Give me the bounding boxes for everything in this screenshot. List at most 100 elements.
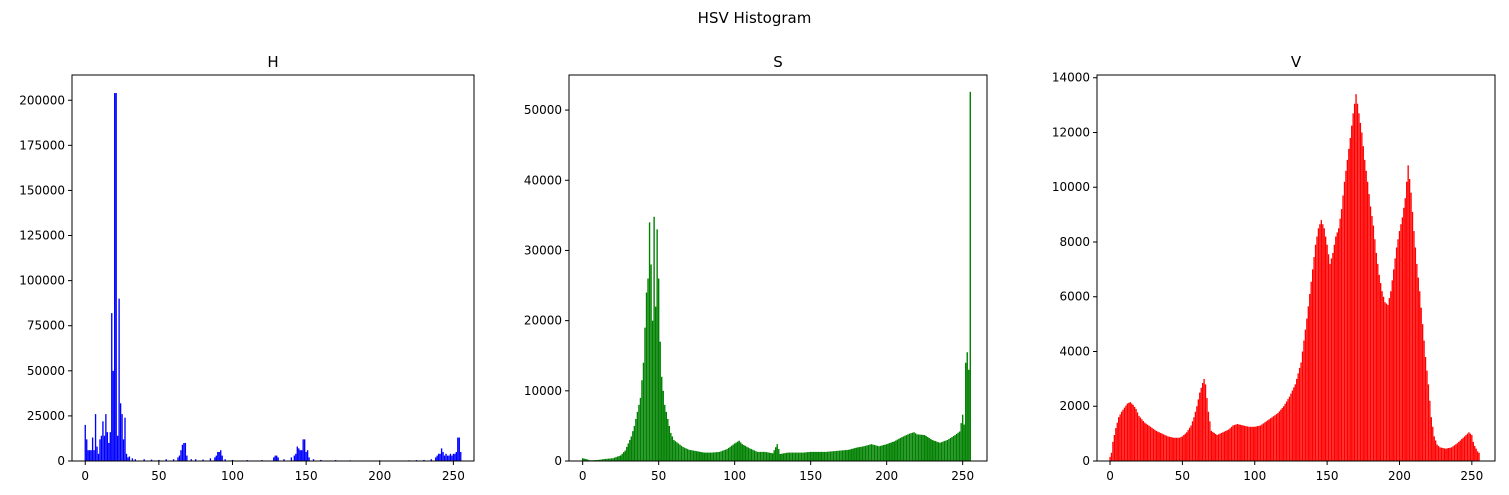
- histogram-bar: [885, 444, 888, 461]
- x-tick-label: 250: [951, 469, 974, 483]
- histogram-bar: [638, 404, 640, 461]
- histogram-bar: [702, 452, 704, 461]
- figure-suptitle: HSV Histogram: [698, 9, 812, 27]
- y-tick-label: 10000: [1052, 180, 1090, 194]
- histogram-bar: [1325, 236, 1327, 461]
- histogram-bar: [857, 447, 859, 461]
- histogram-bar: [1352, 113, 1354, 461]
- histogram-bar: [1144, 422, 1146, 461]
- histogram-bar: [1411, 211, 1414, 461]
- histogram-bar: [1322, 224, 1324, 461]
- histogram-bar: [1220, 432, 1223, 461]
- histogram-bar: [1456, 443, 1459, 461]
- histogram-bar: [676, 442, 678, 461]
- histogram-bar: [847, 449, 850, 461]
- histogram-bar: [604, 458, 607, 461]
- histogram-bar: [1233, 424, 1236, 461]
- histogram-bar: [697, 451, 699, 461]
- histogram-bar: [636, 411, 639, 461]
- histogram-bar: [1265, 421, 1267, 461]
- histogram-bar: [800, 452, 803, 461]
- histogram-bar: [870, 444, 873, 461]
- x-tick-label: 150: [295, 469, 318, 483]
- histogram-bar: [718, 451, 721, 461]
- histogram-bar: [895, 440, 897, 461]
- histogram-bar: [1126, 403, 1129, 461]
- histogram-bar: [1398, 231, 1401, 461]
- histogram-bar: [430, 459, 432, 461]
- histogram-bar: [1450, 447, 1453, 461]
- histogram-bar: [600, 459, 602, 461]
- histogram-bar: [299, 450, 301, 461]
- histogram-bar: [1400, 224, 1402, 461]
- histogram-bar: [750, 449, 753, 461]
- histogram-bar: [1372, 225, 1375, 461]
- histogram-bar: [787, 452, 789, 461]
- y-tick-label: 100000: [19, 274, 65, 288]
- histogram-bar: [1313, 257, 1315, 461]
- histogram-bar: [99, 439, 101, 461]
- histogram-bar: [1382, 296, 1385, 461]
- histogram-bar: [131, 458, 134, 461]
- histogram-bar: [1209, 421, 1211, 461]
- histogram-bar: [1377, 263, 1379, 461]
- histogram-bar: [445, 453, 447, 461]
- histogram-bar: [764, 451, 766, 461]
- histogram-bar: [1403, 207, 1405, 461]
- histogram-bar: [86, 439, 88, 461]
- histogram-bar: [1458, 441, 1460, 461]
- histogram-bar: [143, 459, 145, 461]
- histogram-bar: [831, 451, 833, 461]
- histogram-bar: [1439, 447, 1441, 461]
- histogram-bar: [1249, 426, 1252, 461]
- histogram-bar: [1136, 412, 1139, 461]
- histogram-bar: [1239, 424, 1241, 461]
- histogram-bar: [680, 445, 683, 461]
- histogram-bar: [1459, 440, 1461, 461]
- panel-title: V: [1291, 53, 1302, 71]
- histogram-bar: [803, 452, 806, 461]
- histogram-bar: [796, 452, 798, 461]
- x-tick-label: 150: [1316, 469, 1339, 483]
- histogram-bar: [1164, 434, 1166, 461]
- histogram-bar: [1338, 228, 1340, 461]
- y-tick-label: 0: [57, 454, 65, 468]
- histogram-bar: [1155, 430, 1157, 461]
- histogram-bar: [1291, 390, 1294, 461]
- histogram-bar: [1452, 446, 1454, 461]
- x-tick-label: 0: [579, 469, 587, 483]
- histogram-bar: [653, 216, 655, 461]
- y-tick-label: 12000: [1052, 125, 1090, 139]
- histogram-bar: [1139, 417, 1142, 461]
- histogram-bar: [1391, 280, 1393, 461]
- histogram-bar: [1329, 263, 1331, 461]
- histogram-bar: [1323, 228, 1325, 461]
- histogram-bar: [879, 445, 882, 461]
- histogram-bar: [851, 448, 853, 461]
- histogram-bar: [1446, 448, 1448, 461]
- x-tick-label: 200: [875, 469, 898, 483]
- histogram-bar: [741, 444, 743, 461]
- histogram-bar: [1262, 423, 1265, 461]
- histogram-bar: [626, 446, 628, 461]
- x-tick-label: 200: [1388, 469, 1411, 483]
- histogram-bar: [630, 436, 633, 461]
- histogram-bar: [905, 435, 908, 461]
- histogram-bar: [1390, 291, 1392, 461]
- histogram-bar: [654, 306, 657, 461]
- histogram-bar: [881, 445, 883, 461]
- histogram-bar: [642, 362, 645, 461]
- histogram-bar: [898, 438, 900, 461]
- histogram-bar: [1381, 291, 1383, 461]
- histogram-bar: [451, 455, 453, 461]
- histogram-bar: [1339, 218, 1341, 461]
- histogram-bar: [1132, 404, 1134, 461]
- histogram-bar: [1356, 103, 1359, 462]
- histogram-bar: [747, 447, 750, 461]
- histogram-bar: [1294, 384, 1296, 461]
- histogram-bar: [692, 450, 695, 461]
- histogram-bar: [202, 459, 204, 461]
- histogram-bar: [667, 418, 669, 461]
- histogram-bar: [1300, 362, 1302, 461]
